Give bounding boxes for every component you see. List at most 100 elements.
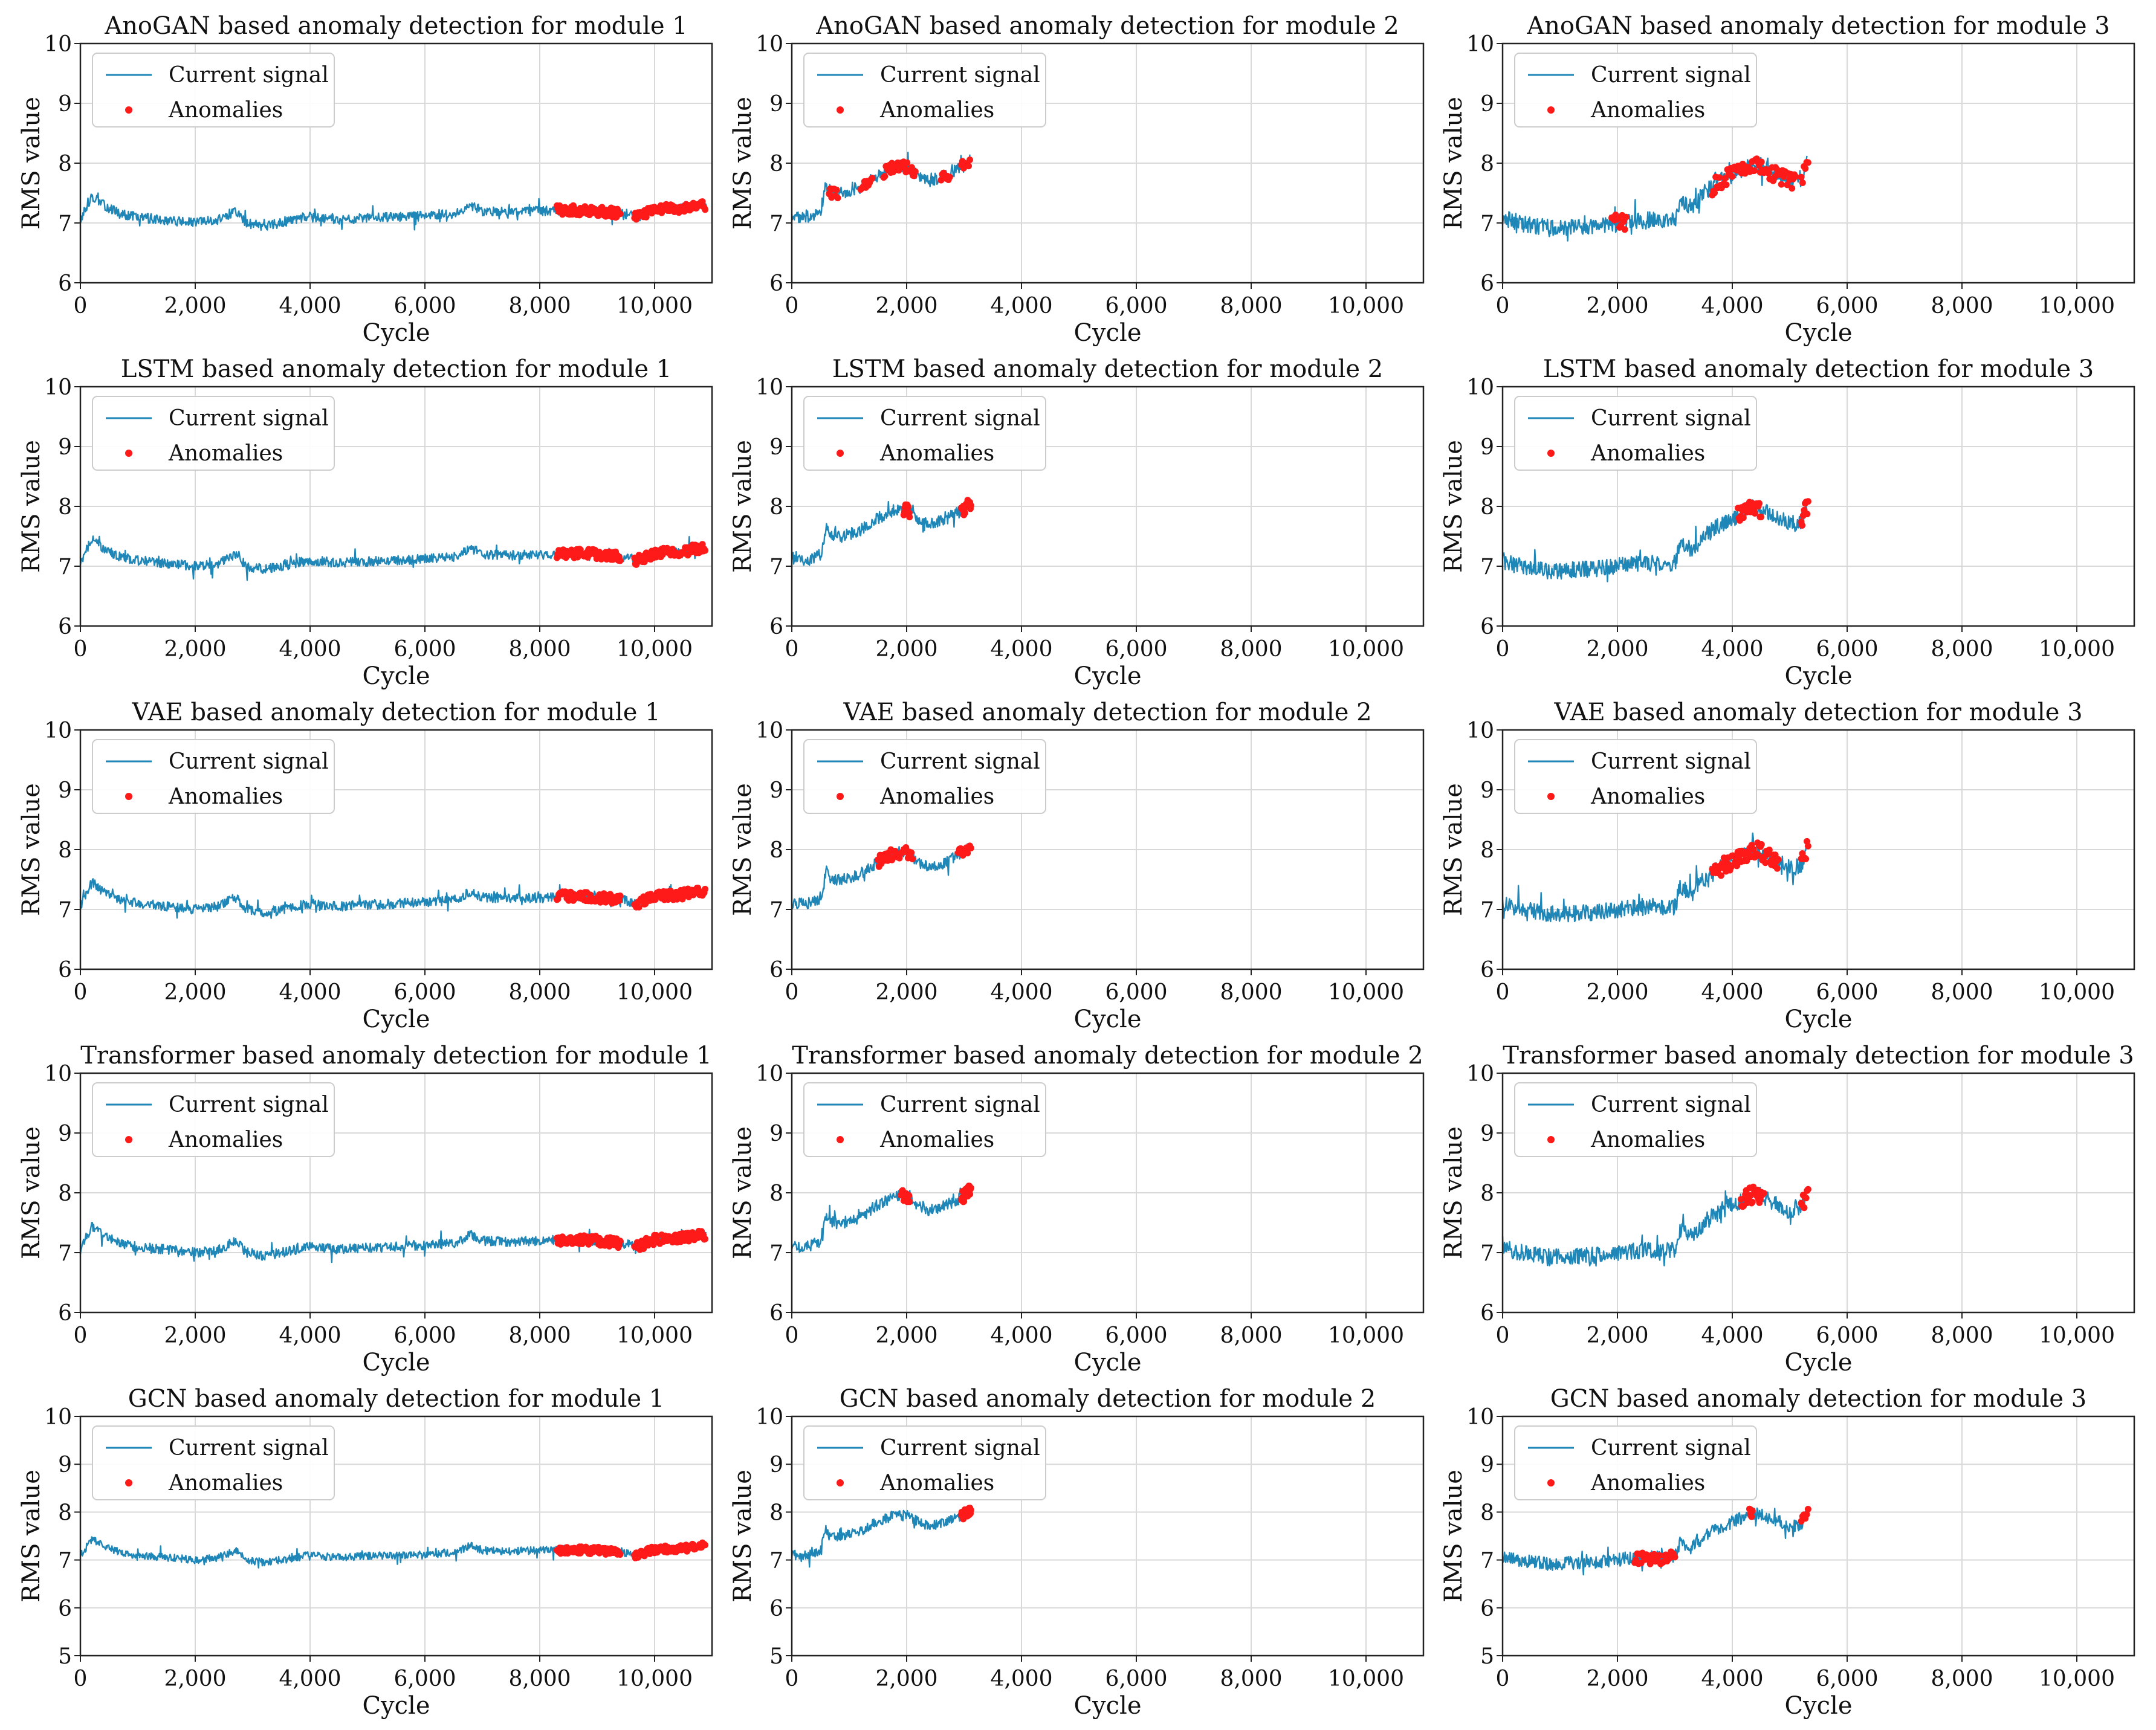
y-tick-label: 6 [769, 1301, 783, 1326]
x-tick-label: 2,000 [1586, 1323, 1648, 1348]
legend-dot-swatch [125, 450, 132, 457]
x-tick-label: 0 [74, 1667, 88, 1691]
y-tick-label: 6 [769, 271, 783, 296]
x-tick-label: 6,000 [393, 1667, 456, 1691]
x-tick-label: 0 [1496, 1667, 1510, 1691]
x-tick-label: 2,000 [875, 980, 937, 1005]
x-axis-label: Cycle [1073, 1005, 1141, 1033]
x-tick-label: 8,000 [508, 637, 571, 662]
legend-label-anomalies: Anomalies [168, 1471, 283, 1496]
legend-dot-swatch [125, 1136, 132, 1143]
anomaly-point [617, 557, 624, 564]
chart-title: VAE based anomaly detection for module 1 [131, 699, 660, 726]
x-tick-label: 10,000 [617, 294, 693, 318]
x-tick-label: 6,000 [1105, 294, 1167, 318]
x-tick-label: 10,000 [1328, 980, 1404, 1005]
x-tick-label: 6,000 [1105, 637, 1167, 662]
y-tick-label: 10 [1466, 1062, 1494, 1086]
x-tick-label: 4,000 [1701, 294, 1763, 318]
anomaly-point [1758, 514, 1764, 521]
chart-title: Transformer based anomaly detection for … [80, 1042, 712, 1070]
anomaly-points [554, 541, 709, 568]
anomaly-points [875, 842, 974, 870]
anomaly-point [908, 849, 915, 856]
x-tick-label: 8,000 [1931, 294, 1993, 318]
x-tick-label: 8,000 [1931, 1323, 1993, 1348]
y-tick-label: 9 [58, 778, 72, 803]
x-axis-label: Cycle [1073, 1692, 1141, 1720]
legend-dot-swatch [125, 793, 132, 800]
anomaly-points [554, 1539, 709, 1561]
y-tick-label: 7 [1480, 1549, 1494, 1573]
y-tick-label: 8 [1480, 1500, 1494, 1525]
y-tick-label: 7 [769, 1549, 783, 1573]
legend-label-anomalies: Anomalies [879, 1471, 994, 1496]
anomaly-point [1758, 841, 1765, 848]
x-tick-label: 8,000 [1931, 1667, 1993, 1691]
y-tick-label: 7 [58, 898, 72, 923]
x-tick-label: 6,000 [1105, 980, 1167, 1005]
legend: Current signal Anomalies [803, 53, 1046, 127]
axes-frame [79, 42, 713, 284]
panel-gcn-module-2: 0 2,000 4,000 6,000 8,000 10,000 5 6 7 8 9 10 GCN ba… [729, 1385, 1425, 1720]
anomaly-point [967, 1506, 974, 1514]
x-tick-label: 4,000 [1701, 980, 1763, 1005]
y-tick-label: 7 [1480, 898, 1494, 923]
anomaly-point [881, 173, 889, 180]
x-tick-label: 4,000 [279, 294, 341, 318]
y-tick-label: 7 [769, 211, 783, 236]
anomaly-point [966, 157, 973, 163]
y-axis-label: RMS value [729, 1470, 757, 1603]
panel-vae-module-3: 0 2,000 4,000 6,000 8,000 10,000 6 7 8 9 10 VAE bas… [1440, 699, 2135, 1033]
anomaly-point [967, 845, 974, 851]
legend-label-anomalies: Anomalies [879, 784, 994, 809]
x-tick-label: 8,000 [508, 1323, 571, 1348]
chart-title: LSTM based anomaly detection for module … [121, 355, 672, 383]
y-tick-label: 10 [756, 1405, 783, 1430]
legend-label-signal: Current signal [880, 406, 1040, 431]
x-tick-label: 2,000 [1586, 294, 1648, 318]
x-tick-label: 0 [74, 637, 88, 662]
y-tick-label: 9 [1480, 778, 1494, 803]
legend-label-signal: Current signal [169, 1436, 329, 1460]
x-tick-label: 8,000 [1220, 980, 1282, 1005]
x-tick-label: 4,000 [990, 1323, 1052, 1348]
y-axis-label: RMS value [18, 1126, 45, 1259]
legend-label-signal: Current signal [169, 63, 329, 88]
y-tick-label: 6 [769, 1596, 783, 1621]
x-tick-label: 8,000 [1220, 294, 1282, 318]
x-tick-label: 6,000 [1105, 1323, 1167, 1348]
y-tick-label: 10 [1466, 375, 1494, 400]
legend-dot-swatch [125, 1479, 132, 1486]
panel-gcn-module-1: 0 2,000 4,000 6,000 8,000 10,000 5 6 7 8 9 10 GCN ba… [18, 1385, 713, 1720]
anomaly-points [957, 1505, 974, 1523]
anomaly-points [1737, 1183, 1811, 1212]
panel-gcn-module-3: 0 2,000 4,000 6,000 8,000 10,000 5 6 7 8 9 10 GCN ba… [1440, 1385, 2135, 1720]
anomaly-point [1740, 514, 1747, 521]
x-tick-label: 0 [1496, 1323, 1510, 1348]
y-tick-label: 7 [769, 898, 783, 923]
anomaly-point [1621, 226, 1628, 233]
axes-frame [1501, 1072, 2135, 1314]
anomaly-point [1775, 856, 1782, 863]
y-tick-label: 10 [44, 32, 72, 57]
axes-frame [791, 42, 1425, 284]
x-tick-label: 2,000 [164, 637, 226, 662]
panel-transformer-module-2: 0 2,000 4,000 6,000 8,000 10,000 6 7 8 9 10 Transfo… [729, 1042, 1425, 1377]
anomaly-point [617, 1238, 624, 1245]
anomaly-point [909, 855, 916, 862]
chart-title: AnoGAN based anomaly detection for modul… [1526, 12, 2109, 40]
anomaly-points [1735, 498, 1811, 529]
anomaly-point [1749, 1508, 1756, 1514]
chart-title: VAE based anomaly detection for module 2 [843, 699, 1371, 726]
anomaly-point [1801, 1204, 1808, 1212]
legend-dot-swatch [837, 450, 844, 457]
legend-box [803, 739, 1046, 814]
x-tick-label: 6,000 [393, 980, 456, 1005]
x-axis-label: Cycle [362, 319, 430, 347]
legend-label-signal: Current signal [880, 1093, 1040, 1117]
y-tick-label: 9 [1480, 1453, 1494, 1477]
legend-dot-swatch [837, 1136, 844, 1143]
y-axis-label: RMS value [18, 97, 45, 230]
